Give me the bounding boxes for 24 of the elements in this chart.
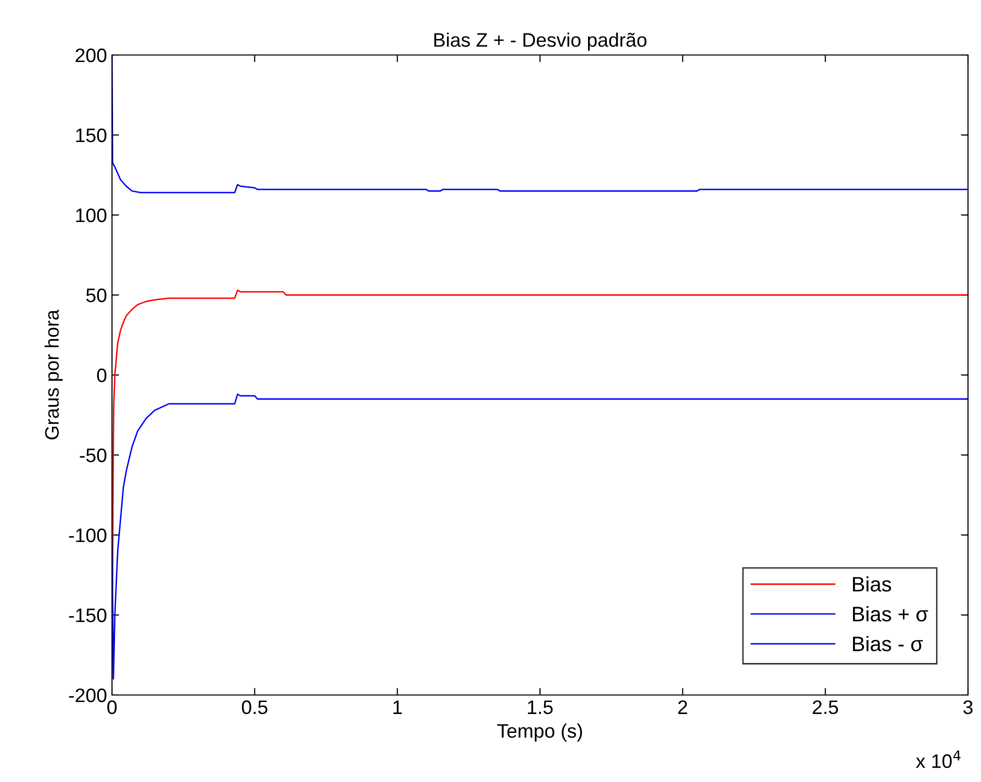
x-tick-label: 1.5 <box>528 700 553 714</box>
x-tick-label: 3 <box>963 700 973 714</box>
y-axis-title: Graus por hora <box>44 310 63 440</box>
x-tick-label: 2.5 <box>812 700 838 714</box>
y-tick-label: -200 <box>69 688 106 702</box>
legend-label: Bias + σ <box>852 606 928 622</box>
x-tick-label: 2 <box>678 700 688 714</box>
x-tick-label: 0.5 <box>242 700 268 714</box>
y-tick-label: 200 <box>76 48 106 62</box>
y-tick-label: -150 <box>69 608 106 622</box>
legend-label: Bias <box>852 576 892 592</box>
y-tick-label: -50 <box>80 448 106 462</box>
y-tick-label: 0 <box>97 368 106 382</box>
x-tick-label: 1 <box>393 700 402 714</box>
legend-label: Bias - σ <box>852 636 923 652</box>
line-series <box>112 394 968 680</box>
chart-title: Bias Z + - Desvio padrão <box>434 32 646 51</box>
y-tick-label: 100 <box>76 208 106 222</box>
x-axis-title: Tempo (s) <box>497 724 582 742</box>
y-tick-label: -100 <box>69 528 106 542</box>
y-tick-label: 50 <box>86 288 106 302</box>
y-tick-label: 150 <box>76 128 106 142</box>
text: x 10$^{4}$ <box>916 750 961 768</box>
x-tick-label: 0 <box>107 700 117 714</box>
